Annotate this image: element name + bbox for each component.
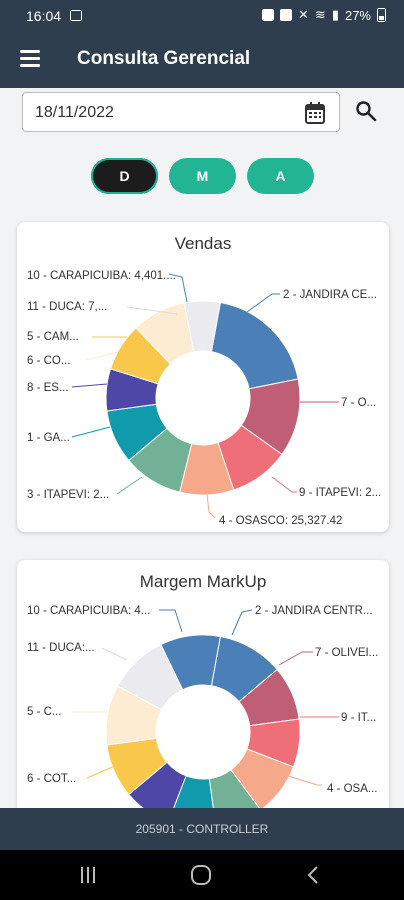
markup-label-cot: 6 - COT...: [27, 773, 76, 785]
vendas-label-cam: 5 - CAM...: [27, 331, 79, 343]
vendas-label-co: 6 - CO...: [27, 355, 70, 367]
markup-label-carapicuiba: 10 - CARAPICUIBA: 4...: [27, 605, 150, 617]
period-day-button[interactable]: D: [91, 158, 158, 194]
vendas-label-jandira: 2 - JANDIRA CE...: [283, 289, 377, 301]
alarm-icon: [262, 9, 274, 21]
mute-icon: ✕: [298, 7, 309, 22]
vendas-label-o: 7 - O...: [341, 397, 376, 409]
vendas-chart-card: Vendas 10 - CARAPICUIBA: 4,401.... 11 - …: [17, 222, 389, 532]
markup-label-duca: 11 - DUCA:...: [27, 642, 95, 654]
app-bar: Consulta Gerencial: [0, 32, 404, 88]
wifi-icon: ≋: [314, 7, 326, 22]
vendas-label-es: 8 - ES...: [27, 382, 69, 394]
vendas-label-duca: 11 - DUCA: 7,...: [27, 301, 107, 313]
footer-user: 205901 - CONTROLLER: [0, 808, 404, 850]
markup-donut-chart: 10 - CARAPICUIBA: 4... 11 - DUCA:... 5 -…: [27, 605, 378, 820]
vendas-label-carapicuiba: 10 - CARAPICUIBA: 4,401....: [27, 270, 176, 282]
markup-label-olivei: 7 - OLIVEI...: [315, 647, 378, 659]
battery-text: 27%: [344, 7, 371, 23]
vendas-label-ga: 1 - GA...: [27, 432, 70, 444]
markup-label-jandira: 2 - JANDIRA CENTR...: [255, 605, 373, 617]
date-field[interactable]: 18/11/2022: [22, 92, 340, 132]
vendas-donut-chart: 10 - CARAPICUIBA: 4,401.... 11 - DUCA: 7…: [27, 270, 381, 527]
signal-icon: ▮: [331, 7, 339, 22]
markup-chart-card: Margem MarkUp 10 - CARAPICUIBA: 4... 11 …: [17, 560, 389, 820]
calendar-icon[interactable]: [305, 102, 325, 124]
home-icon[interactable]: [190, 865, 212, 885]
page-title: Consulta Gerencial: [77, 48, 251, 69]
recent-apps-icon[interactable]: [78, 865, 98, 885]
period-year-button[interactable]: A: [247, 158, 314, 194]
markup-label-c: 5 - C...: [27, 706, 62, 718]
date-value: 18/11/2022: [35, 104, 114, 121]
vendas-label-itapevi-9: 9 - ITAPEVI: 2...: [299, 487, 381, 499]
vendas-label-osasco: 4 - OSASCO: 25,327.42: [219, 515, 342, 527]
period-month-button[interactable]: M: [169, 158, 236, 194]
back-icon[interactable]: [306, 865, 320, 885]
vendas-label-itapevi-3: 3 - ITAPEVI: 2...: [27, 489, 109, 501]
status-icons: ✕ ≋ ▮ 27%: [262, 7, 386, 23]
hamburger-menu-icon[interactable]: [20, 50, 40, 67]
system-nav-bar: [0, 850, 404, 900]
image-notification-icon: [70, 10, 82, 21]
markup-chart-title: Margem MarkUp: [139, 572, 267, 591]
vendas-chart-title: Vendas: [174, 234, 232, 253]
sync-icon: [280, 9, 292, 21]
markup-label-osa: 4 - OSA...: [327, 783, 378, 795]
status-time: 16:04: [26, 8, 62, 24]
battery-icon: [377, 8, 386, 22]
markup-label-it: 9 - IT...: [341, 712, 376, 724]
search-icon[interactable]: [355, 100, 377, 122]
status-bar: 16:04 ✕ ≋ ▮ 27%: [0, 0, 404, 32]
